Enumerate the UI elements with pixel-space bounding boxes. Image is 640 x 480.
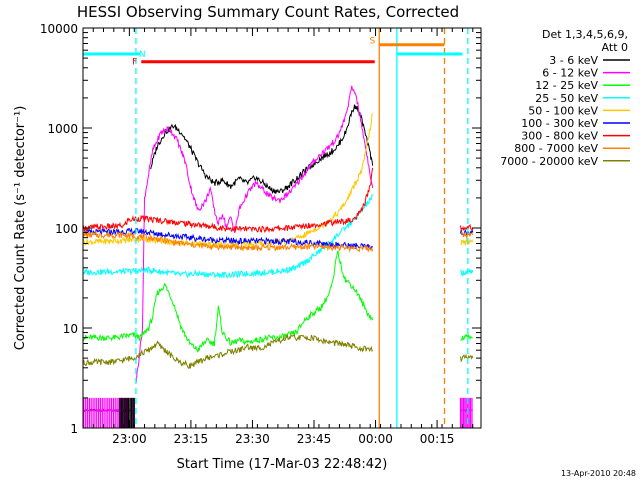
x-tick-label-6: 00:15 — [420, 432, 455, 446]
low-count-spikes-3-6kev — [119, 397, 135, 428]
flag-label-n: N — [139, 50, 146, 60]
series-line-1-segment-2 — [150, 104, 374, 194]
series-line-9-segment-2 — [459, 353, 474, 363]
legend-entry-label-3: 12 - 25 keV — [535, 79, 598, 92]
x-tick-label-2: 23:15 — [174, 432, 209, 446]
chart-title: HESSI Observing Summary Count Rates, Cor… — [77, 3, 459, 21]
axis-layer: 23:00 23:15 23:30 23:45 00:00 00:15 1 10 100 1000… — [40, 22, 481, 446]
legend-entry-label-4: 25 - 50 keV — [535, 92, 598, 105]
marker-layer: NF S — [83, 28, 469, 428]
y-axis-label: Corrected Count Rate (s⁻¹ detector⁻¹) — [13, 106, 28, 351]
x-tick-label-3: 23:30 — [235, 432, 270, 446]
flag-label-f: F — [132, 58, 137, 68]
x-tick-label-1: 23:00 — [112, 432, 147, 446]
legend-entry-label-6: 100 - 300 keV — [521, 117, 598, 130]
x-tick-label-4: 23:45 — [297, 432, 332, 446]
legend-header-line-1: Det 1,3,4,5,6,9, — [542, 28, 628, 41]
series-line-9-segment-1 — [82, 333, 374, 369]
series-line-5-segment-2 — [460, 238, 474, 246]
series-line-2-segment-2 — [135, 85, 374, 383]
y-tick-label-1: 1 — [70, 422, 78, 436]
series-line-7-segment-2 — [459, 223, 474, 232]
series-line-3-segment-2 — [460, 333, 473, 341]
y-tick-label-4: 1000 — [47, 122, 78, 136]
y-tick-label-2: 10 — [63, 322, 78, 336]
legend-header-line-2: Att 0 — [602, 41, 628, 54]
series-line-6-segment-1 — [82, 227, 374, 251]
y-tick-label-3: 100 — [55, 222, 78, 236]
generated-timestamp: 13-Apr-2010 20:48 — [561, 469, 636, 478]
series-line-4-segment-1 — [82, 193, 374, 279]
legend-entry-label-7: 300 - 800 keV — [521, 130, 598, 143]
series-line-3-segment-1 — [82, 250, 374, 353]
x-axis-label: Start Time (17-Mar-03 22:48:42) — [177, 457, 388, 472]
series-line-7-segment-1 — [82, 167, 374, 234]
low-count-spikes-right — [459, 397, 473, 428]
legend-entry-label-8: 800 - 7000 keV — [514, 142, 598, 155]
series-line-8-segment-2 — [460, 231, 474, 240]
series-line-8-segment-1 — [82, 230, 374, 253]
flag-label-s: S — [370, 37, 376, 47]
legend-entry-label-2: 6 - 12 keV — [542, 67, 598, 80]
series-line-4-segment-2 — [460, 268, 474, 277]
legend-entry-label-1: 3 - 6 keV — [549, 54, 598, 67]
legend-entry-label-5: 50 - 100 keV — [528, 104, 598, 117]
x-tick-label-5: 00:00 — [358, 432, 393, 446]
series-layer — [82, 85, 474, 428]
legend-entry-label-9: 7000 - 20000 keV — [500, 155, 598, 168]
y-tick-label-5: 10000 — [40, 22, 78, 36]
